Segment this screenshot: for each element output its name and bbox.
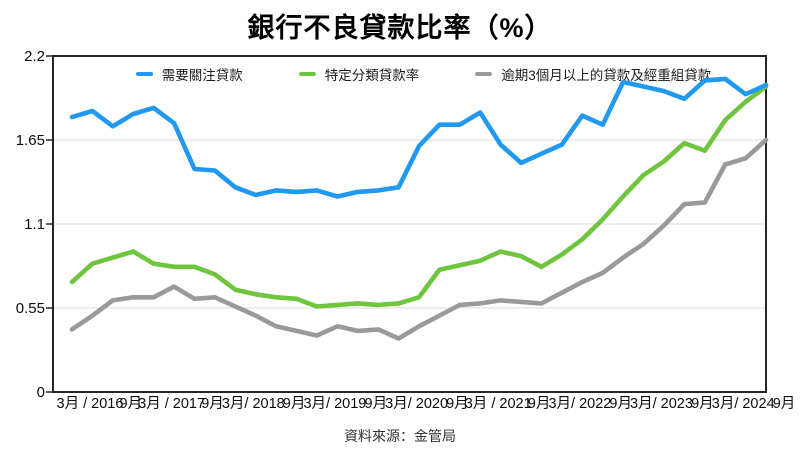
chart-title: 銀行不良貸款比率（%）	[247, 13, 553, 43]
y-axis-label: 2.2	[24, 48, 45, 65]
x-axis-label: 3月/ 2022	[548, 396, 611, 412]
legend-marker-gray	[475, 72, 493, 76]
plot-border	[52, 55, 767, 393]
x-axis-label: 3月/ 2024	[712, 396, 775, 412]
legend-label: 逾期3個月以上的貸款及經重組貸款	[501, 68, 712, 83]
x-axis-label: 9月	[120, 396, 143, 412]
x-axis-label: 9月	[365, 396, 388, 412]
x-axis-label: 3月/ 2018	[222, 396, 285, 412]
x-axis-label: 3月 / 2021	[465, 396, 532, 412]
legend-item-overdue: 逾期3個月以上的貸款及經重組貸款	[475, 64, 711, 84]
y-axis-label: 1.65	[16, 132, 45, 149]
series-line-0	[69, 76, 769, 199]
x-axis-label: 3月/ 2020	[385, 396, 448, 412]
x-axis-label: 3月 / 2017	[138, 396, 205, 412]
legend-item-classified: 特定分類貸款率	[298, 64, 420, 84]
legend-label: 需要關注貸款	[161, 68, 243, 83]
x-axis-label: 9月	[446, 396, 469, 412]
legend-marker-green	[298, 72, 316, 76]
x-axis-label: 9月	[528, 396, 551, 412]
legend-label: 特定分類貸款率	[324, 68, 420, 83]
x-axis-label: 3月/ 2019	[303, 396, 366, 412]
x-axis-label: 9月	[201, 396, 224, 412]
legend-item-special-mention: 需要關注貸款	[135, 64, 243, 84]
y-axis-label: 0.55	[16, 300, 45, 317]
x-axis-label: 9月	[773, 396, 796, 412]
x-axis-label: 9月	[283, 396, 306, 412]
legend: 需要關注貸款 特定分類貸款率 逾期3個月以上的貸款及經重組貸款	[67, 64, 780, 84]
series-line-2	[69, 137, 769, 341]
x-axis-label: 9月	[691, 396, 714, 412]
y-axis-label: 1.1	[24, 216, 45, 233]
series-line-1	[69, 84, 769, 309]
x-axis-label: 3月/ 2023	[630, 396, 693, 412]
x-axis-label: 3月 / 2016	[57, 396, 124, 412]
legend-marker-blue	[135, 72, 153, 76]
x-axis-label: 9月	[609, 396, 632, 412]
y-axis-label: 0	[37, 384, 45, 401]
source-note: 資料來源：金管局	[344, 428, 456, 444]
